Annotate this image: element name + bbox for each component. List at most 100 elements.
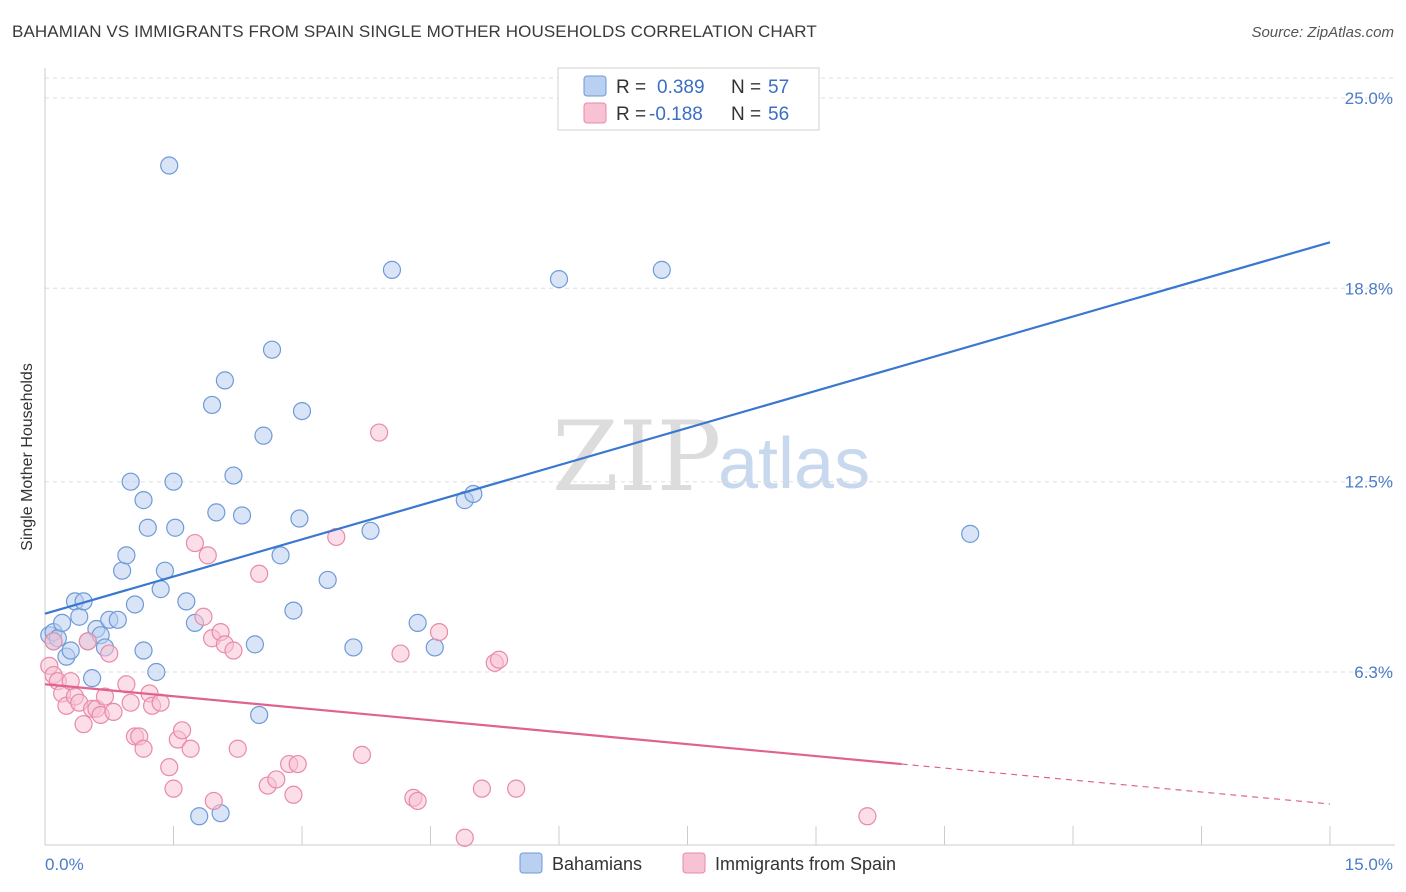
x-tick-label: 0.0% — [45, 855, 84, 874]
data-point — [232, 506, 252, 525]
legend-r-value-2: -0.188 — [649, 104, 703, 125]
data-point — [858, 807, 877, 826]
data-point — [408, 613, 427, 632]
data-point — [267, 770, 286, 789]
data-point — [166, 518, 185, 537]
legend-swatch-spain — [583, 102, 607, 124]
data-point — [284, 601, 303, 620]
gridlines — [45, 77, 1395, 673]
data-point — [44, 632, 63, 651]
series-legend: Bahamians Immigrants from Spain — [519, 852, 896, 874]
data-point — [134, 491, 153, 510]
y-tick-label: 6.3% — [1354, 663, 1393, 682]
data-point — [224, 466, 243, 485]
trend-lines — [44, 241, 1331, 805]
data-point — [361, 521, 380, 540]
watermark-atlas: atlas — [718, 424, 870, 504]
data-point — [318, 570, 337, 590]
data-point — [151, 580, 170, 599]
data-point — [151, 693, 170, 712]
y-tick-label: 12.5% — [1345, 473, 1393, 492]
data-point — [204, 791, 223, 811]
data-point — [284, 785, 303, 804]
watermark-zip: ZIP — [552, 401, 721, 513]
data-point — [507, 779, 526, 798]
data-point — [250, 564, 269, 583]
data-point — [112, 561, 132, 580]
data-point — [160, 758, 179, 777]
bottom-legend-swatch-spain — [682, 852, 706, 874]
data-point — [652, 260, 671, 279]
legend-r-label-2: R = — [616, 104, 646, 125]
data-point — [147, 662, 166, 682]
data-point — [134, 641, 153, 660]
data-point — [262, 340, 282, 359]
data-point — [138, 518, 157, 537]
trend-line-bahamians — [44, 241, 1331, 615]
data-point — [61, 641, 80, 660]
data-point — [181, 739, 200, 758]
data-point — [245, 635, 264, 654]
data-point — [391, 644, 410, 663]
data-point — [125, 595, 145, 614]
y-tick-label: 25.0% — [1345, 89, 1393, 108]
x-tick-labels: 0.0% 15.0% — [45, 855, 1393, 874]
data-point — [177, 592, 196, 611]
data-point — [108, 610, 127, 629]
data-point — [207, 503, 226, 522]
data-point — [95, 687, 115, 706]
data-point — [271, 546, 290, 565]
legend-r-label-1: R = — [616, 77, 646, 98]
data-point — [288, 754, 307, 774]
data-point — [228, 739, 247, 758]
source-label: Source: ZipAtlas.com — [1251, 24, 1394, 41]
data-point — [549, 270, 569, 289]
bahamians-points — [40, 156, 980, 826]
bottom-legend-swatch-bahamians — [519, 852, 543, 874]
data-point — [164, 779, 183, 798]
legend-n-label-1: N = — [731, 77, 761, 98]
data-point — [425, 638, 444, 657]
data-point — [100, 644, 119, 663]
data-point — [382, 260, 402, 279]
data-point — [104, 702, 123, 722]
bottom-legend-label-spain: Immigrants from Spain — [715, 854, 896, 874]
data-point — [292, 401, 312, 421]
data-point — [290, 509, 309, 528]
data-point — [352, 745, 372, 764]
data-point — [160, 156, 179, 175]
spain-points — [40, 423, 877, 847]
chart-title: BAHAMIAN VS IMMIGRANTS FROM SPAIN SINGLE… — [12, 22, 817, 41]
legend-swatch-bahamians — [583, 75, 607, 97]
data-point — [185, 533, 205, 553]
data-point — [961, 524, 980, 543]
data-point — [121, 693, 140, 712]
trend-line-spain-extrapolated — [901, 763, 1331, 805]
bottom-legend-label-bahamians: Bahamians — [552, 854, 642, 874]
data-point — [83, 669, 102, 688]
data-point — [70, 607, 89, 626]
data-point — [202, 395, 222, 415]
data-point — [472, 779, 491, 798]
data-point — [408, 791, 427, 811]
y-tick-label: 18.8% — [1345, 279, 1393, 298]
data-point — [194, 607, 213, 626]
data-point — [215, 371, 234, 390]
data-point — [370, 423, 389, 442]
data-point — [455, 828, 474, 847]
data-point — [489, 650, 509, 669]
data-point — [74, 715, 93, 734]
legend-r-value-1: 0.389 — [657, 77, 705, 98]
y-tick-labels: 6.3% 12.5% 18.8% 25.0% — [1345, 89, 1393, 682]
data-point — [254, 426, 273, 445]
legend-n-value-1: 57 — [768, 77, 789, 98]
data-point — [224, 641, 243, 660]
data-point — [78, 632, 97, 651]
data-point — [117, 546, 136, 565]
data-point — [134, 739, 153, 758]
trend-line-spain — [44, 683, 902, 766]
data-point — [190, 807, 209, 826]
stats-legend: R = 0.389 N = 57 R = -0.188 N = 56 — [557, 67, 820, 131]
data-point — [429, 622, 449, 642]
